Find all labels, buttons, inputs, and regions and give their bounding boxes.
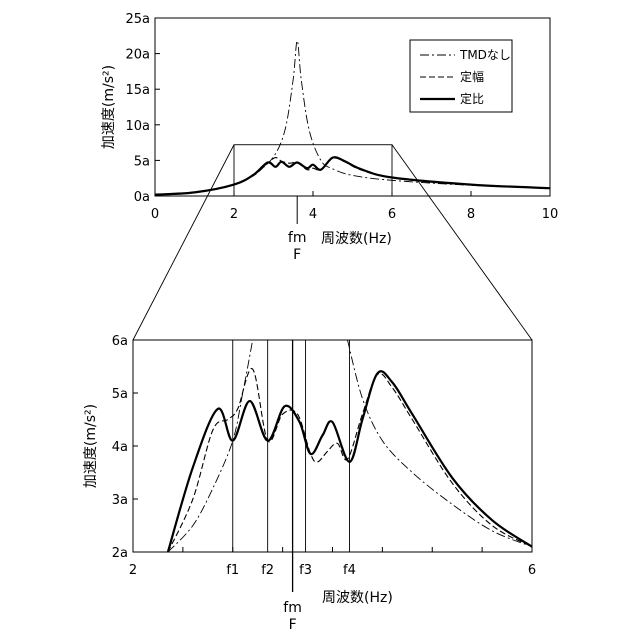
top-x-tick-label: 4	[309, 207, 317, 222]
vline-label-f1: f1	[226, 563, 239, 578]
vline-label-f3: f3	[299, 563, 312, 578]
top-series-constant-ratio	[155, 157, 550, 194]
top-y-tick-label: 10a	[125, 119, 150, 134]
bottom-y-tick-label: 5a	[112, 387, 128, 402]
legend-label-constant-width: 定幅	[460, 69, 484, 84]
top-y-tick-label: 0a	[134, 190, 150, 205]
bottom-x-axis-label: 周波数(Hz)	[322, 590, 393, 606]
bottom-y-tick-label: 3a	[112, 493, 128, 508]
top-y-tick-label: 20a	[125, 48, 150, 63]
legend-label-tmd-none: TMDなし	[459, 48, 511, 62]
top-fm-label: fm	[288, 230, 307, 246]
vline-label-f2: f2	[261, 563, 274, 578]
top-x-tick-label: 2	[230, 207, 238, 222]
top-y-tick-label: 25a	[125, 12, 150, 27]
bottom-x-tick-label: 6	[528, 563, 536, 578]
bottom-F-label: F	[289, 617, 297, 633]
top-x-tick-label: 0	[151, 207, 159, 222]
legend-label-constant-ratio: 定比	[460, 91, 484, 106]
top-y-tick-label: 15a	[125, 83, 150, 98]
top-y-axis-label: 加速度(m/s²)	[101, 65, 117, 149]
top-y-tick-label: 5a	[134, 154, 150, 169]
top-x-tick-label: 8	[467, 207, 475, 222]
zoom-connector-left	[133, 145, 234, 340]
vline-label-f4: f4	[343, 563, 356, 578]
top-x-axis-label: 周波数(Hz)	[321, 231, 392, 247]
bottom-chart: 2a 3a 4a 5a 6a 2 6 f1 f2 fmFf3 f4 周波数(Hz) 加速度(m/s²)	[83, 334, 536, 633]
top-chart: 0a 5a 10a 15a 20a 25a 0 2 4 6 8 10 fmF 周波数(Hz) 加速度(m/s…	[101, 12, 558, 263]
top-x-tick-label: 10	[542, 207, 559, 222]
bottom-y-axis-label: 加速度(m/s²)	[83, 404, 99, 488]
top-x-tick-label: 6	[388, 207, 396, 222]
bottom-y-tick-label: 4a	[112, 440, 128, 455]
top-F-label: F	[293, 247, 301, 263]
bottom-x-tick-label: 2	[129, 563, 137, 578]
bottom-y-tick-label: 6a	[112, 334, 128, 349]
bottom-fm-label: fm	[283, 600, 302, 616]
bottom-y-tick-label: 2a	[112, 546, 128, 561]
zoom-connector-right	[392, 145, 532, 340]
